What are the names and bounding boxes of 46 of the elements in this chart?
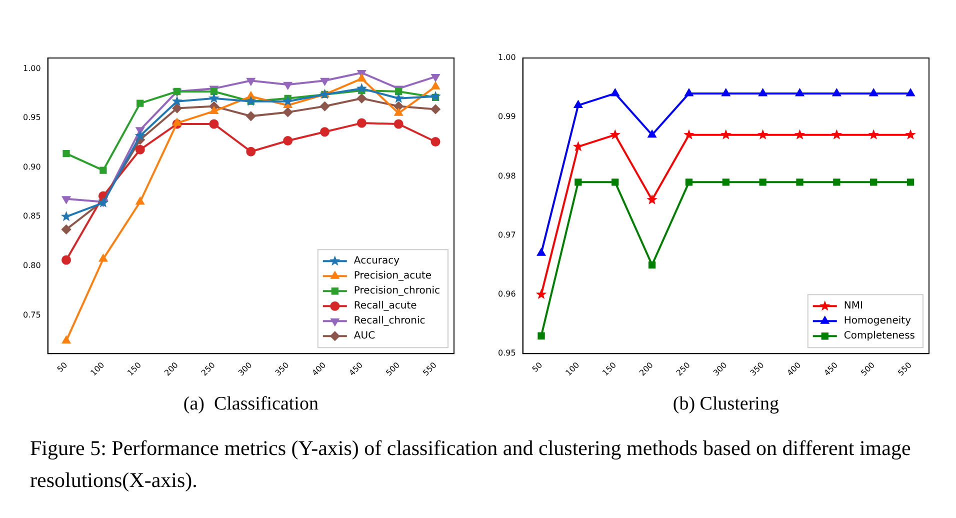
y-tick-label: 0.96 xyxy=(498,290,516,299)
x-tick-label: 50 xyxy=(530,360,544,374)
y-tick-label: 0.80 xyxy=(23,260,41,270)
y-tick-label: 1.00 xyxy=(498,53,516,62)
legend-label: Recall_chronic xyxy=(354,316,426,327)
x-tick-label: 500 xyxy=(384,360,402,378)
x-tick-label: 450 xyxy=(347,360,365,378)
legend-label: Recall_acute xyxy=(354,300,417,312)
x-axis-title: (b) Clustering xyxy=(672,394,780,415)
y-tick-label: 1.00 xyxy=(23,64,41,73)
y-tick-label: 0.95 xyxy=(23,113,41,122)
legend-label: Precision_acute xyxy=(354,270,432,282)
legend-label: AUC xyxy=(354,330,376,342)
x-tick-label: 350 xyxy=(274,360,291,378)
x-tick-label: 300 xyxy=(712,360,729,378)
x-tick-label: 250 xyxy=(674,360,692,378)
legend-label: Accuracy xyxy=(354,256,400,267)
legend-label: Completeness xyxy=(844,330,916,342)
x-tick-label: 550 xyxy=(421,360,438,378)
x-tick-label: 500 xyxy=(859,360,876,378)
y-tick-label: 0.85 xyxy=(23,212,41,221)
x-tick-label: 100 xyxy=(88,360,106,378)
y-tick-label: 0.99 xyxy=(498,112,516,122)
y-tick-label: 0.75 xyxy=(23,310,41,320)
x-tick-label: 250 xyxy=(200,360,217,378)
legend-label: Precision_chronic xyxy=(354,286,440,297)
x-tick-label: 200 xyxy=(638,360,655,378)
x-tick-label: 150 xyxy=(126,360,144,378)
caption: Figure 5: Performance metrics (Y-axis) of classification and clustering methods based on different image resolutions(X-axis). xyxy=(30,435,912,494)
x-tick-label: 400 xyxy=(785,360,803,378)
x-tick-label: 350 xyxy=(748,360,766,378)
x-tick-label: 550 xyxy=(896,360,914,378)
x-tick-label: 450 xyxy=(822,360,840,378)
x-tick-label: 50 xyxy=(56,360,70,374)
x-tick-label: 300 xyxy=(236,360,254,378)
y-tick-label: 0.95 xyxy=(498,348,516,358)
legend-label: NMI xyxy=(844,300,863,312)
x-tick-label: 200 xyxy=(162,360,180,378)
x-tick-label: 100 xyxy=(564,360,582,378)
x-axis-title: (a) Classification xyxy=(183,394,319,415)
legend-label: Homogeneity xyxy=(844,316,912,327)
y-tick-label: 0.98 xyxy=(498,171,516,180)
x-tick-label: 150 xyxy=(600,360,618,378)
y-tick-label: 0.90 xyxy=(23,162,41,172)
x-tick-label: 400 xyxy=(310,360,328,378)
y-tick-label: 0.97 xyxy=(498,230,516,240)
